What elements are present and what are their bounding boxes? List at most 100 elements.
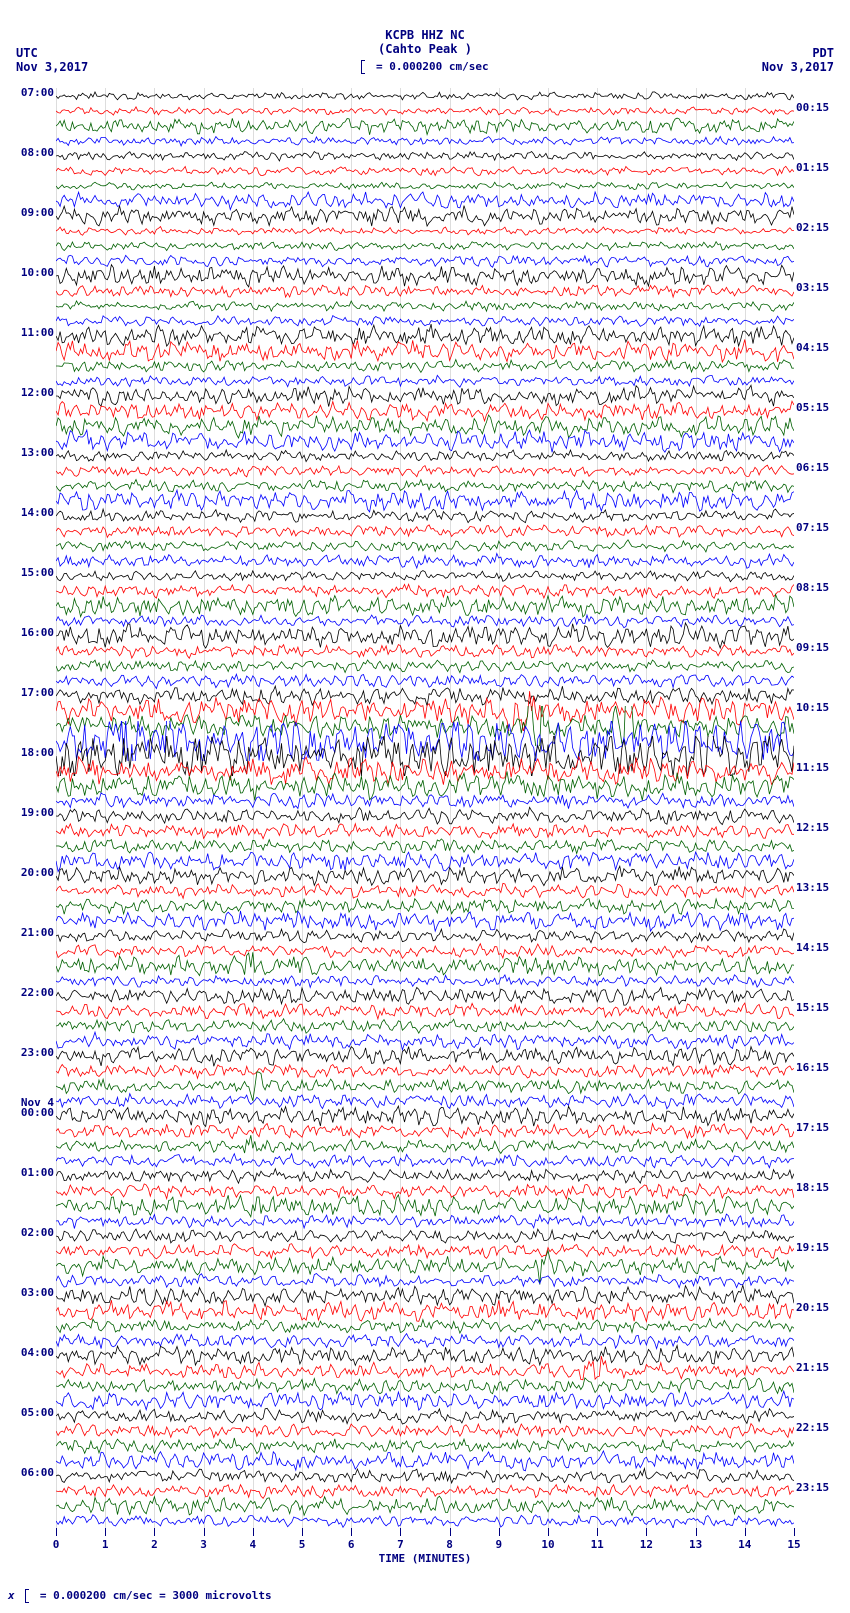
- pdt-hour-label: 07:15: [796, 521, 829, 534]
- scale-bar-icon: [361, 60, 365, 74]
- x-axis-title: TIME (MINUTES): [56, 1552, 794, 1565]
- station-location: (Cahto Peak ): [0, 42, 850, 56]
- pdt-hour-label: 22:15: [796, 1421, 829, 1434]
- x-tick: [400, 1528, 401, 1536]
- chart-header: KCPB HHZ NC (Cahto Peak ) = 0.000200 cm/…: [0, 0, 850, 74]
- utc-hour-label: 11:00: [21, 326, 54, 339]
- scale-text: = 0.000200 cm/sec: [376, 60, 489, 73]
- pdt-hour-label: 20:15: [796, 1301, 829, 1314]
- pdt-hour-label: 05:15: [796, 401, 829, 414]
- x-tick-label: 4: [249, 1538, 256, 1551]
- utc-hour-label: 03:00: [21, 1286, 54, 1299]
- utc-hour-label: 20:00: [21, 866, 54, 879]
- utc-hour-label: 07:00: [21, 86, 54, 99]
- utc-hour-label: 09:00: [21, 206, 54, 219]
- trace-row: [56, 1513, 794, 1528]
- tz-left-block: UTC Nov 3,2017: [16, 46, 88, 74]
- x-tick-label: 9: [495, 1538, 502, 1551]
- utc-hour-label: 15:00: [21, 566, 54, 579]
- tz-left-label: UTC: [16, 46, 88, 60]
- x-tick-label: 12: [640, 1538, 653, 1551]
- x-tick: [154, 1528, 155, 1536]
- x-tick: [499, 1528, 500, 1536]
- footer-scale-bar-icon: [25, 1589, 29, 1603]
- tz-left-date: Nov 3,2017: [16, 60, 88, 74]
- footer-scale-text: = 0.000200 cm/sec = 3000 microvolts: [40, 1589, 272, 1602]
- x-axis: TIME (MINUTES) 0123456789101112131415: [56, 1528, 794, 1578]
- x-tick: [696, 1528, 697, 1536]
- x-tick: [794, 1528, 795, 1536]
- x-tick-label: 14: [738, 1538, 751, 1551]
- helicorder-plot: [56, 88, 794, 1528]
- tz-right-label: PDT: [762, 46, 834, 60]
- pdt-hour-labels: 00:1501:1502:1503:1504:1505:1506:1507:15…: [796, 88, 846, 1528]
- x-tick-label: 8: [446, 1538, 453, 1551]
- utc-hour-label: 06:00: [21, 1466, 54, 1479]
- x-tick: [351, 1528, 352, 1536]
- pdt-hour-label: 12:15: [796, 821, 829, 834]
- x-tick-label: 10: [541, 1538, 554, 1551]
- pdt-hour-label: 04:15: [796, 341, 829, 354]
- utc-hour-label: 13:00: [21, 446, 54, 459]
- tz-right-date: Nov 3,2017: [762, 60, 834, 74]
- x-tick: [646, 1528, 647, 1536]
- pdt-hour-label: 19:15: [796, 1241, 829, 1254]
- utc-hour-label: 22:00: [21, 986, 54, 999]
- pdt-hour-label: 11:15: [796, 761, 829, 774]
- pdt-hour-label: 06:15: [796, 461, 829, 474]
- seismogram-container: UTC Nov 3,2017 PDT Nov 3,2017 KCPB HHZ N…: [0, 0, 850, 1613]
- pdt-hour-label: 09:15: [796, 641, 829, 654]
- utc-hour-labels: 07:00 08:00 09:00 10:00 11:00 12:00 13:00 14:00…: [4, 88, 54, 1528]
- x-tick-label: 6: [348, 1538, 355, 1551]
- pdt-hour-label: 08:15: [796, 581, 829, 594]
- x-tick-label: 5: [299, 1538, 306, 1551]
- pdt-hour-label: 23:15: [796, 1481, 829, 1494]
- x-tick-label: 0: [53, 1538, 60, 1551]
- x-tick: [56, 1528, 57, 1536]
- x-tick: [450, 1528, 451, 1536]
- utc-hour-label: 01:00: [21, 1166, 54, 1179]
- x-tick-label: 3: [200, 1538, 207, 1551]
- pdt-hour-label: 16:15: [796, 1061, 829, 1074]
- utc-hour-label: 16:00: [21, 626, 54, 639]
- footer-scale-prefix: x: [8, 1589, 21, 1602]
- utc-hour-label: 12:00: [21, 386, 54, 399]
- utc-hour-label: 08:00: [21, 146, 54, 159]
- x-tick: [302, 1528, 303, 1536]
- x-tick: [253, 1528, 254, 1536]
- pdt-hour-label: 13:15: [796, 881, 829, 894]
- x-tick: [548, 1528, 549, 1536]
- utc-hour-label: 04:00: [21, 1346, 54, 1359]
- utc-hour-label: 14:00: [21, 506, 54, 519]
- pdt-hour-label: 01:15: [796, 161, 829, 174]
- station-code: KCPB HHZ NC: [0, 28, 850, 42]
- pdt-hour-label: 21:15: [796, 1361, 829, 1374]
- pdt-hour-label: 18:15: [796, 1181, 829, 1194]
- scale-indicator: = 0.000200 cm/sec: [361, 60, 488, 74]
- x-tick-label: 7: [397, 1538, 404, 1551]
- utc-hour-label: 00:00: [21, 1106, 54, 1119]
- utc-hour-label: 18:00: [21, 746, 54, 759]
- x-tick-label: 2: [151, 1538, 158, 1551]
- x-tick-label: 1: [102, 1538, 109, 1551]
- utc-hour-label: 10:00: [21, 266, 54, 279]
- utc-hour-label: 17:00: [21, 686, 54, 699]
- pdt-hour-label: 10:15: [796, 701, 829, 714]
- utc-hour-label: 02:00: [21, 1226, 54, 1239]
- utc-hour-label: 23:00: [21, 1046, 54, 1059]
- pdt-hour-label: 00:15: [796, 101, 829, 114]
- x-tick: [745, 1528, 746, 1536]
- x-tick-label: 11: [591, 1538, 604, 1551]
- utc-hour-label: 05:00: [21, 1406, 54, 1419]
- utc-hour-label: 19:00: [21, 806, 54, 819]
- pdt-hour-label: 14:15: [796, 941, 829, 954]
- tz-right-block: PDT Nov 3,2017: [762, 46, 834, 74]
- pdt-hour-label: 17:15: [796, 1121, 829, 1134]
- x-tick-label: 15: [787, 1538, 800, 1551]
- x-tick: [105, 1528, 106, 1536]
- x-tick: [597, 1528, 598, 1536]
- pdt-hour-label: 15:15: [796, 1001, 829, 1014]
- footer-scale: x = 0.000200 cm/sec = 3000 microvolts: [8, 1589, 272, 1603]
- x-tick-label: 13: [689, 1538, 702, 1551]
- x-tick: [204, 1528, 205, 1536]
